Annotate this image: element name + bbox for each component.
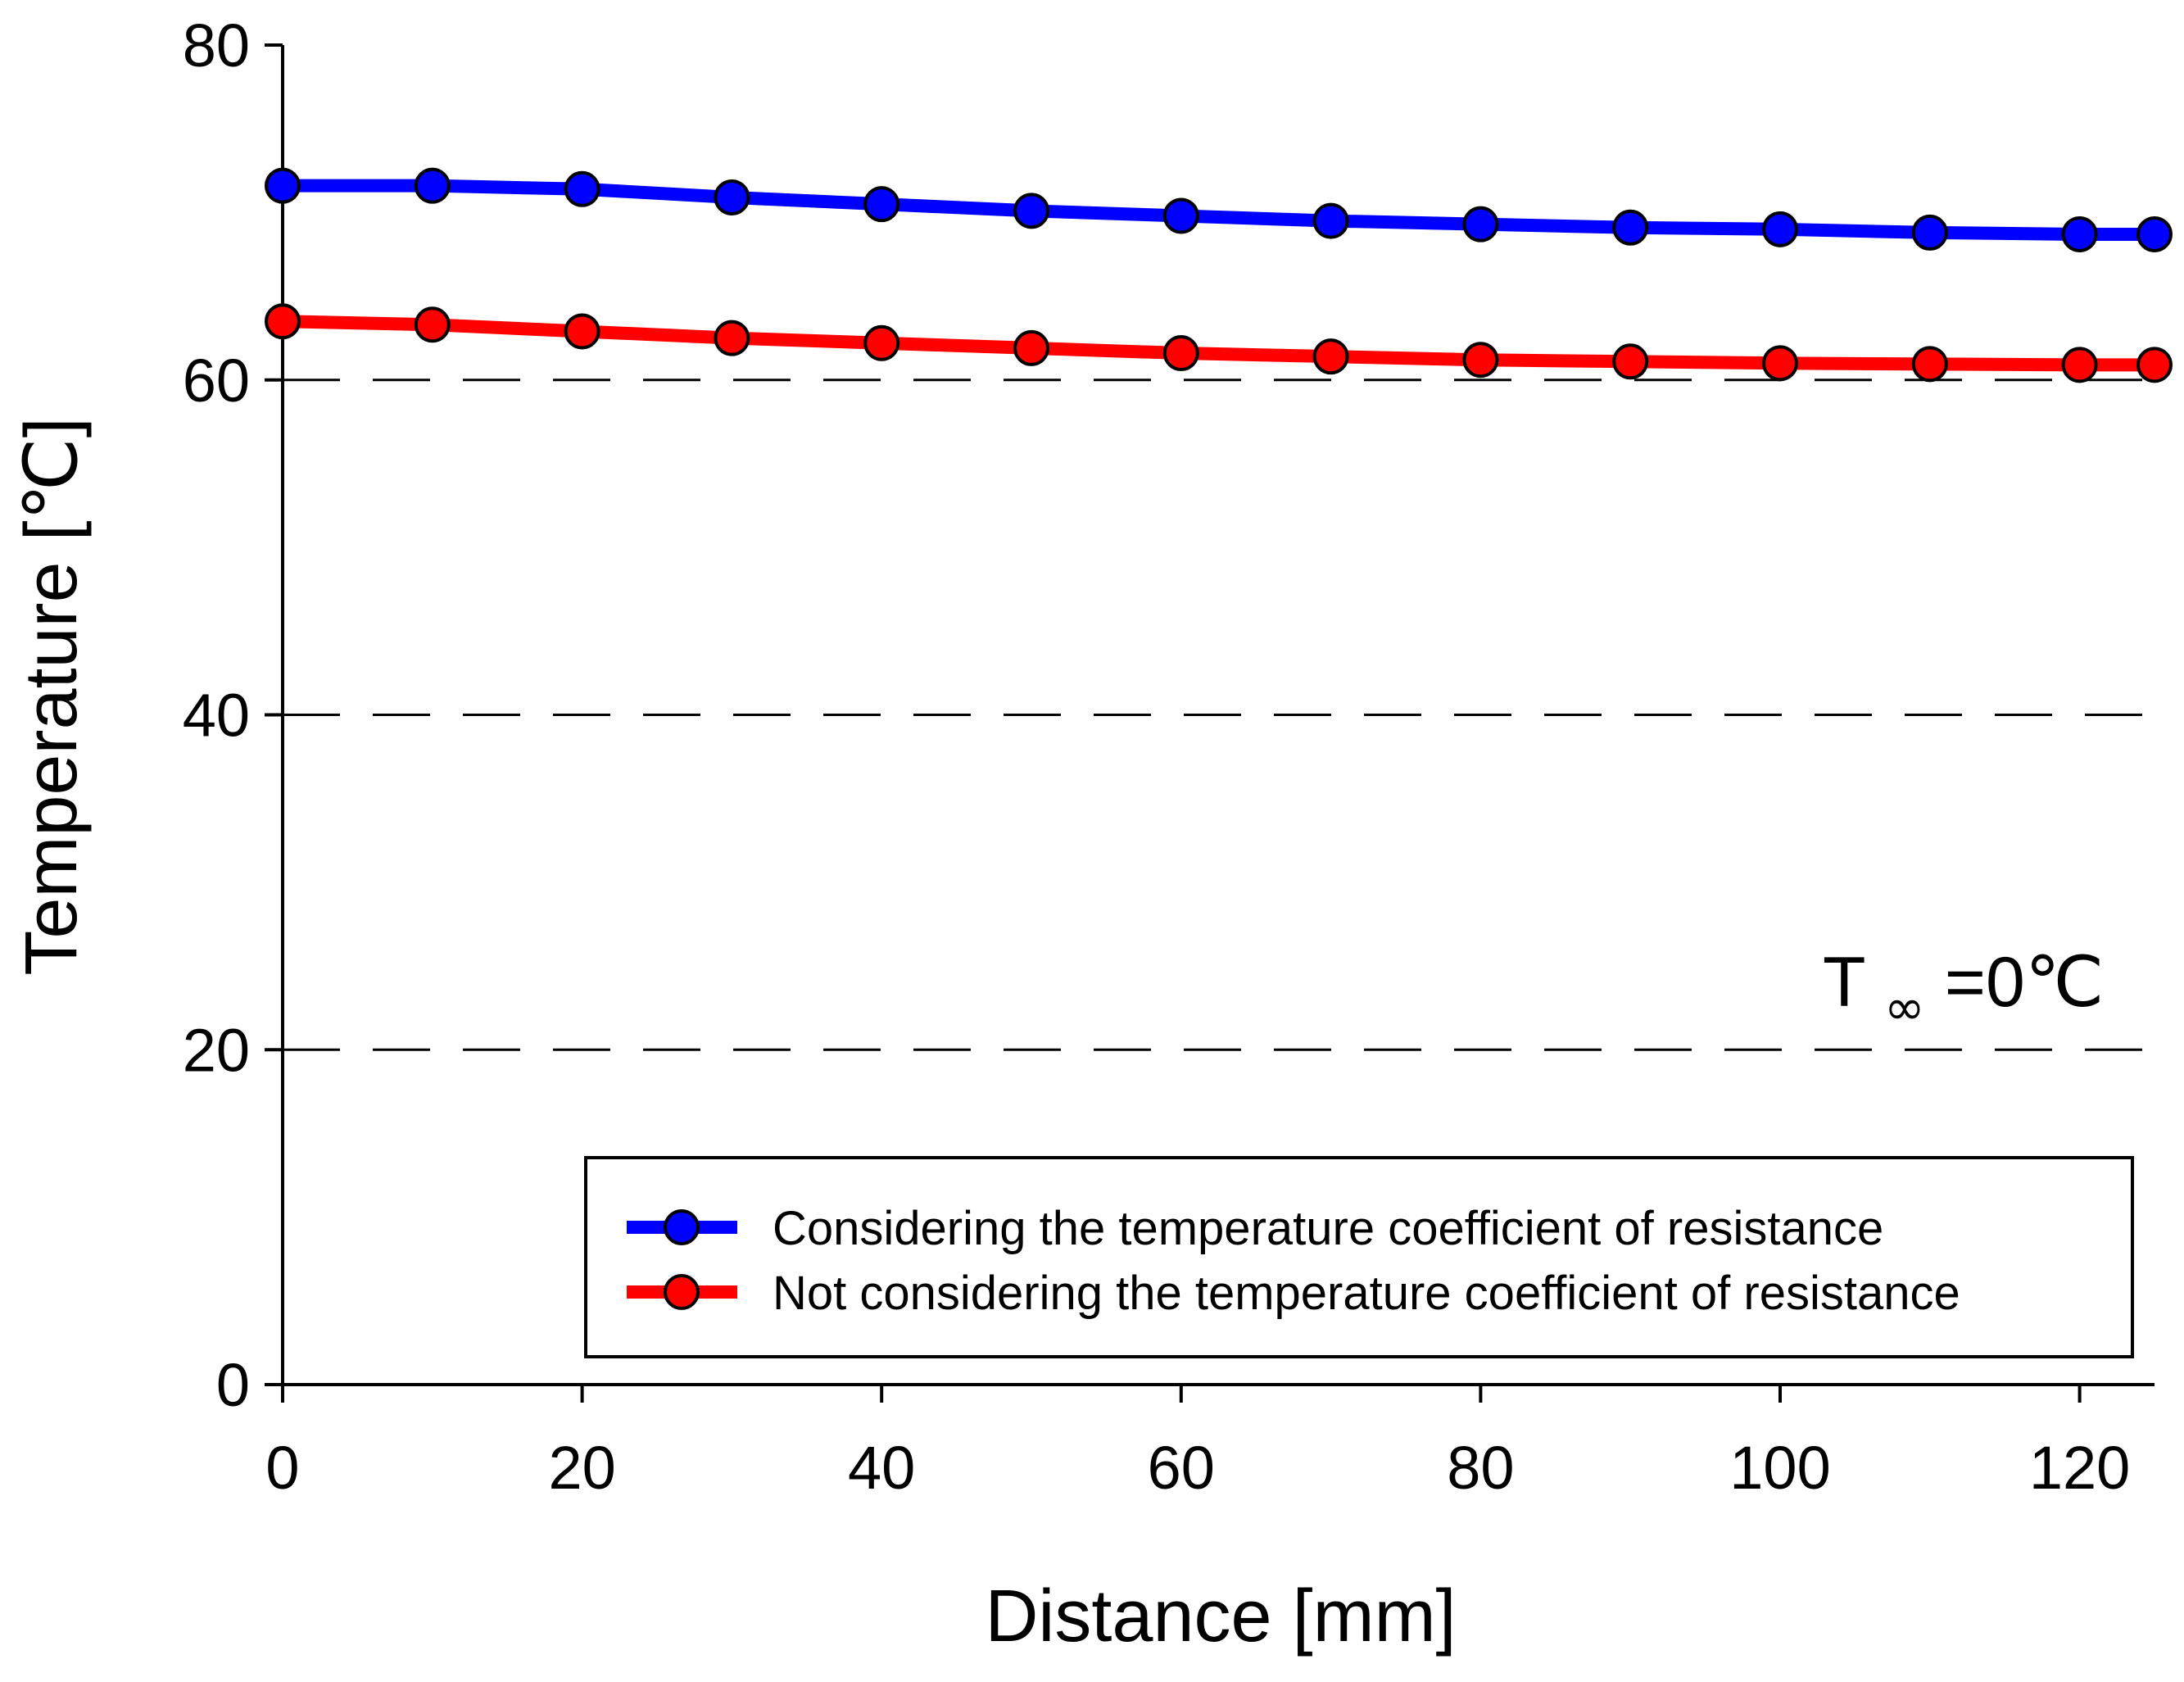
x-tick-label: 100	[1729, 1434, 1830, 1502]
annotation-main: T	[1823, 943, 1865, 1022]
y-tick-label: 40	[183, 682, 250, 750]
data-point	[714, 179, 750, 215]
data-point	[414, 306, 451, 343]
data-point	[1312, 338, 1349, 375]
legend-entry-2: Not considering the temperature coeffici…	[627, 1267, 1960, 1320]
series-layer	[265, 167, 2173, 383]
x-tick-label: 0	[265, 1434, 299, 1502]
data-point	[1612, 209, 1649, 246]
data-point	[1013, 193, 1049, 229]
legend-label: Considering the temperature coefficient …	[773, 1202, 1883, 1255]
data-point	[1762, 211, 1798, 247]
x-axis-title: Distance [mm]	[985, 1575, 1456, 1657]
data-point	[1462, 206, 1499, 243]
data-point	[265, 167, 301, 204]
data-point	[714, 320, 750, 356]
legend-swatch-marker	[664, 1209, 700, 1245]
ticks: 0 20 40 60 80 0 20 40 60 80 100 120	[183, 11, 2131, 1502]
data-point	[2136, 347, 2173, 383]
data-point	[863, 324, 900, 361]
x-tick-label: 80	[1447, 1434, 1514, 1502]
series-line	[276, 179, 2161, 241]
data-point	[863, 186, 900, 223]
data-point	[1762, 345, 1798, 382]
ambient-temperature-annotation: T ∞ =0℃	[1823, 943, 2104, 1040]
series-1	[265, 167, 2173, 252]
legend-label: Not considering the temperature coeffici…	[773, 1267, 1960, 1320]
y-tick-label: 60	[183, 347, 250, 415]
data-point	[2061, 347, 2098, 383]
data-point	[1911, 214, 1948, 251]
y-tick-label: 20	[183, 1016, 250, 1084]
data-point	[1013, 329, 1049, 366]
series-line	[276, 315, 2161, 372]
data-point	[1462, 342, 1499, 379]
legend: Considering the temperature coefficient …	[584, 1156, 2134, 1358]
data-point	[265, 303, 301, 340]
data-point	[414, 167, 451, 204]
data-point	[2136, 215, 2173, 252]
series-2	[265, 303, 2173, 383]
x-tick-label: 120	[2029, 1434, 2130, 1502]
y-axis-title: Temperature [℃]	[11, 417, 93, 975]
data-point	[1162, 197, 1199, 234]
legend-box	[584, 1156, 2134, 1358]
data-point	[1162, 335, 1199, 372]
x-tick-label: 40	[848, 1434, 915, 1502]
data-point	[2061, 215, 2098, 252]
data-point	[564, 313, 600, 350]
data-point	[1612, 343, 1649, 380]
data-point	[1911, 346, 1948, 383]
legend-swatch-marker	[664, 1274, 700, 1310]
grid-lines	[283, 379, 2155, 1051]
x-tick-label: 20	[548, 1434, 615, 1502]
y-tick-label: 0	[216, 1351, 250, 1419]
data-point	[564, 170, 600, 207]
y-tick-label: 80	[183, 11, 250, 79]
legend-entry-1: Considering the temperature coefficient …	[627, 1202, 1883, 1255]
data-point	[1312, 202, 1349, 239]
x-tick-label: 60	[1148, 1434, 1215, 1502]
annotation-subscript: ∞	[1884, 979, 1925, 1036]
annotation-rest: =0℃	[1945, 943, 2105, 1022]
